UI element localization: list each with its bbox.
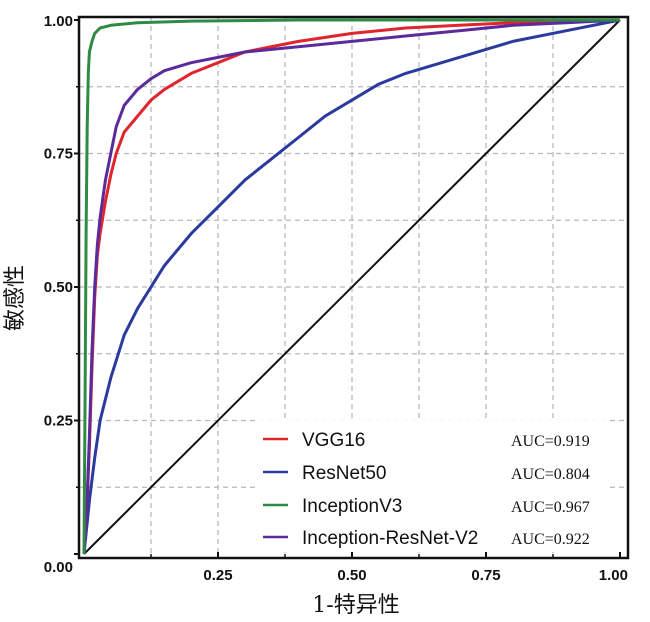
legend-box [255, 420, 610, 552]
x-tick-label: 0.75 [471, 567, 500, 584]
x-tick-label: 1.00 [599, 567, 628, 584]
roc-curve-inception-resnet-v2 [82, 18, 621, 555]
axis-ticks: 0.25 0.50 0.75 1.00 0.00 0.25 0.50 0.75 1.00 [44, 13, 628, 584]
roc-curve-inceptionv3 [82, 18, 620, 555]
legend-item-inception-resnet-v2: Inception-ResNet-V2 AUC=0.922 [263, 528, 590, 549]
legend-item-vgg16: VGG16 AUC=0.919 [263, 430, 590, 451]
y-tick-label: 1.00 [44, 13, 73, 30]
legend-label-inceptionv3: InceptionV3 [302, 496, 402, 517]
x-tick-label: 0.50 [337, 567, 366, 584]
y-tick-label: 0.50 [44, 279, 73, 296]
legend-auc-resnet50: AUC=0.804 [511, 466, 590, 483]
reference-diagonal-line [83, 19, 621, 555]
legend-auc-inceptionv3: AUC=0.967 [511, 499, 590, 516]
legend-item-resnet50: ResNet50 AUC=0.804 [263, 463, 590, 484]
y-axis-title: 敏感性 [3, 265, 28, 331]
y-tick-label: 0.00 [44, 559, 73, 576]
x-axis-title: 1-特异性 [312, 593, 399, 618]
y-tick-label: 0.75 [44, 146, 73, 163]
legend-auc-vgg16: AUC=0.919 [511, 433, 590, 450]
roc-curve-resnet50 [82, 18, 621, 555]
legend-label-inception-resnet-v2: Inception-ResNet-V2 [302, 528, 478, 549]
legend: VGG16 AUC=0.919 ResNet50 AUC=0.804 Incep… [255, 420, 610, 552]
legend-label-resnet50: ResNet50 [302, 463, 387, 484]
legend-item-inceptionv3: InceptionV3 AUC=0.967 [263, 496, 590, 517]
y-tick-label: 0.25 [44, 413, 73, 430]
legend-label-vgg16: VGG16 [302, 430, 365, 451]
legend-auc-inception-resnet-v2: AUC=0.922 [511, 531, 590, 548]
x-tick-label: 0.25 [203, 567, 232, 584]
roc-curves [82, 18, 621, 555]
